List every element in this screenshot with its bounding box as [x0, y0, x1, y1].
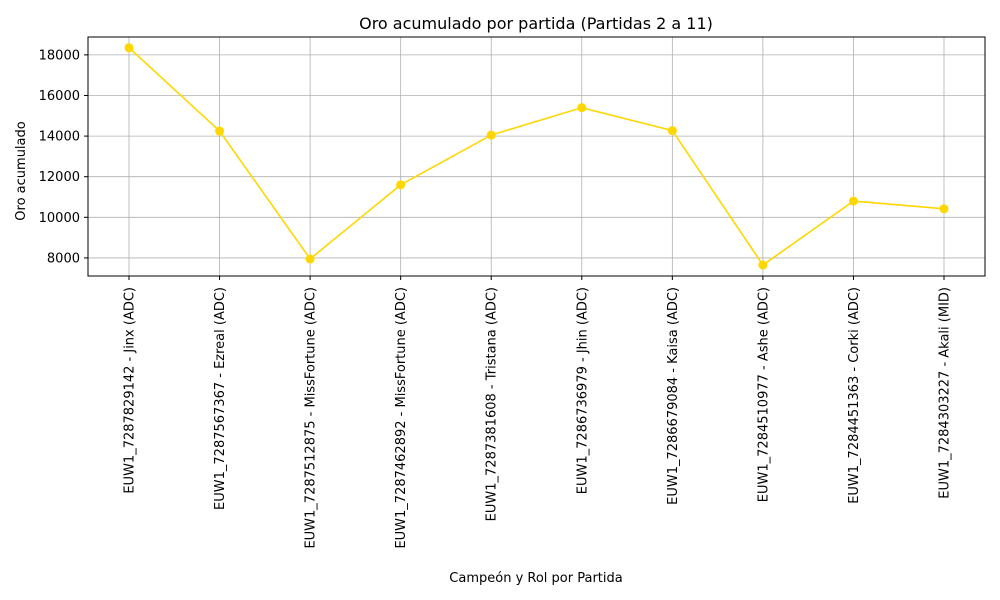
data-point [396, 180, 406, 190]
axes: 8000 10000 12000 14000 16000 18000 EUW1_728782… [39, 36, 986, 549]
y-tick-label: 12000 [39, 170, 80, 185]
series-line [128, 47, 945, 267]
data-point [848, 196, 858, 206]
plot-frame [87, 36, 986, 277]
y-tick-label: 8000 [47, 251, 80, 266]
labels: Oro acumulado por partida (Partidas 2 a … [14, 14, 713, 586]
x-tick-label: EUW1_7287381608 - Tristana (ADC) [485, 287, 500, 521]
data-point [305, 254, 315, 264]
y-tick-label: 14000 [39, 130, 80, 145]
data-point [486, 130, 496, 140]
x-tick-label: EUW1_7284303227 - Akali (MID) [938, 287, 953, 499]
x-axis-label: Campeón y Rol por Partida [449, 571, 622, 586]
x-tick-label: EUW1_7286736979 - Jhin (ADC) [575, 287, 590, 494]
data-point [577, 103, 587, 113]
series-layer [124, 43, 949, 270]
data-point [124, 43, 134, 53]
chart-title: Oro acumulado por partida (Partidas 2 a … [359, 14, 713, 33]
data-point [215, 126, 225, 136]
x-tick-label: EUW1_7287567367 - Ezreal (ADC) [213, 287, 228, 510]
data-point [667, 126, 677, 136]
x-tick-label: EUW1_7284510977 - Ashe (ADC) [756, 287, 771, 502]
x-tick-label: EUW1_7287829142 - Jinx (ADC) [123, 287, 138, 494]
grid [88, 37, 985, 276]
y-tick-label: 18000 [39, 48, 80, 63]
y-axis-label: Oro acumulado [14, 121, 29, 220]
x-tick-label: EUW1_7286679084 - Kaisa (ADC) [666, 287, 681, 505]
y-tick-label: 16000 [39, 89, 80, 104]
x-tick-label: EUW1_7284451363 - Corki (ADC) [847, 287, 862, 504]
x-tick-label: EUW1_7287462892 - MissFortune (ADC) [394, 287, 409, 549]
x-tick-label: EUW1_7287512875 - MissFortune (ADC) [304, 287, 319, 549]
data-point [939, 204, 949, 214]
data-point [758, 260, 768, 270]
y-tick-label: 10000 [39, 211, 80, 226]
